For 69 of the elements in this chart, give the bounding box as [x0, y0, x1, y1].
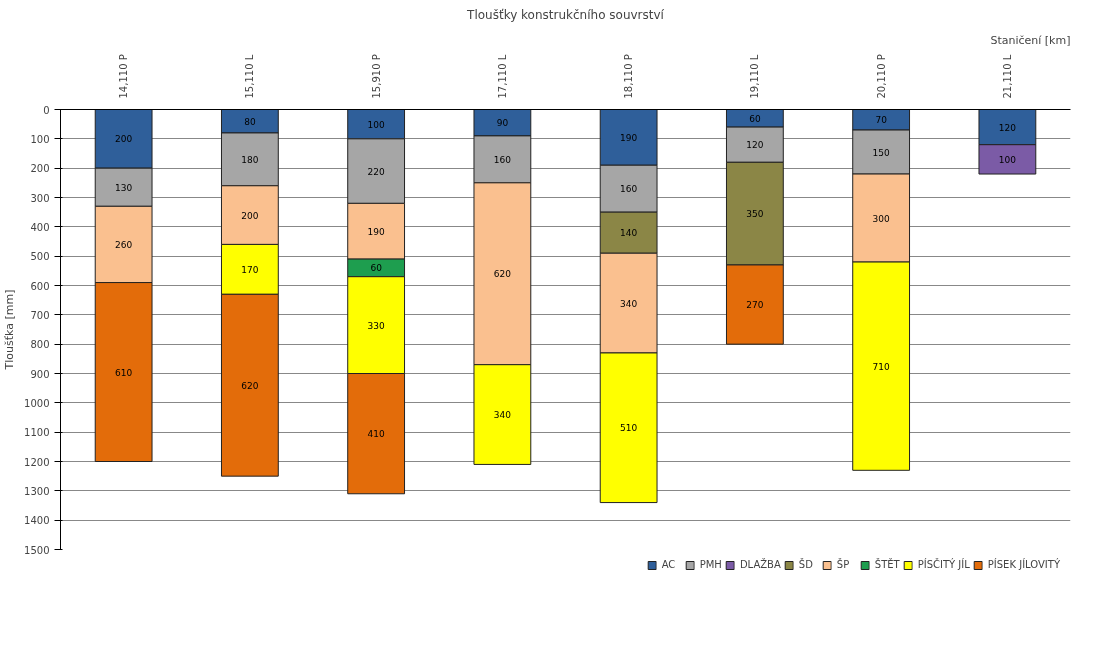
data-label: 120	[746, 140, 764, 151]
data-label: 340	[620, 298, 638, 309]
data-label: 260	[115, 239, 133, 250]
data-label: 620	[493, 269, 512, 280]
y-tick-label: 200	[30, 163, 50, 175]
data-label: 300	[872, 213, 890, 224]
x-tick-label: 15,110 L	[244, 54, 256, 99]
y-tick-label: 800	[30, 339, 50, 351]
data-label: 160	[493, 154, 512, 165]
x-tick-label: 20,110 P	[875, 54, 887, 99]
data-label: 410	[367, 429, 385, 440]
x-tick-label: 18,110 P	[623, 54, 635, 99]
y-tick-label: 500	[30, 251, 50, 263]
legend-label: PÍSČITÝ JÍL	[917, 559, 970, 570]
y-tick-label: 1000	[24, 397, 50, 409]
data-label: 190	[367, 226, 385, 237]
legend-label: PMH	[699, 559, 722, 570]
data-label: 180	[241, 154, 259, 165]
y-tick-label: 1300	[24, 485, 50, 497]
data-label: 350	[746, 209, 764, 220]
data-label: 150	[872, 147, 890, 158]
y-tick-label: 900	[30, 368, 50, 380]
y-tick-label: 1200	[24, 456, 50, 468]
y-tick-label: 600	[30, 280, 50, 292]
x-tick-label: 14,110 P	[118, 54, 130, 99]
data-label: 200	[115, 134, 133, 145]
legend-label: ŠP	[836, 559, 851, 570]
x-tick-label: 17,110 L	[496, 54, 508, 99]
data-label: 190	[620, 132, 638, 143]
chart-title: Tloušťky konstrukčního souvrství	[466, 7, 665, 22]
y-tick-label: 100	[30, 133, 50, 145]
data-label: 220	[367, 166, 385, 177]
data-label: 170	[241, 264, 259, 275]
data-label: 90	[496, 118, 509, 129]
data-label: 330	[367, 320, 385, 331]
y-tick-label: 1400	[24, 515, 50, 527]
data-label: 340	[493, 410, 512, 421]
y-axis-title: Tloušťka [mm]	[3, 289, 17, 371]
data-label: 100	[998, 154, 1017, 165]
data-label: 130	[115, 182, 133, 193]
x-axis-title: Staničení [km]	[990, 33, 1071, 47]
data-label: 610	[115, 367, 133, 378]
legend-label: AC	[661, 559, 677, 570]
data-label: 160	[620, 184, 638, 195]
data-label: 70	[875, 115, 888, 126]
data-label: 60	[749, 113, 761, 124]
data-label: 60	[370, 263, 383, 274]
data-label: 620	[241, 380, 259, 391]
y-tick-label: 0	[43, 104, 50, 116]
data-label: 120	[998, 122, 1017, 133]
data-label: 140	[620, 228, 638, 239]
data-label: 710	[872, 361, 890, 372]
legend-label: PÍSEK JÍLOVITÝ	[987, 559, 1060, 570]
data-label: 100	[367, 119, 385, 130]
data-label: 80	[244, 116, 256, 127]
legend-label: ŠTĚT	[874, 559, 900, 570]
data-label: 270	[746, 300, 764, 311]
data-label: 200	[241, 210, 259, 221]
x-tick-label: 21,110 L	[1001, 54, 1013, 99]
y-tick-label: 400	[30, 221, 50, 233]
legend-label: DLAŽBA	[739, 559, 781, 570]
legend-label: ŠD	[798, 559, 814, 570]
y-tick-label: 700	[30, 309, 50, 321]
y-tick-label: 300	[30, 192, 50, 204]
y-tick-label: 1500	[24, 544, 50, 556]
x-tick-label: 19,110 L	[749, 54, 761, 99]
y-tick-label: 1100	[24, 427, 50, 439]
data-label: 510	[620, 423, 638, 434]
x-tick-label: 15,910 P	[370, 54, 382, 99]
